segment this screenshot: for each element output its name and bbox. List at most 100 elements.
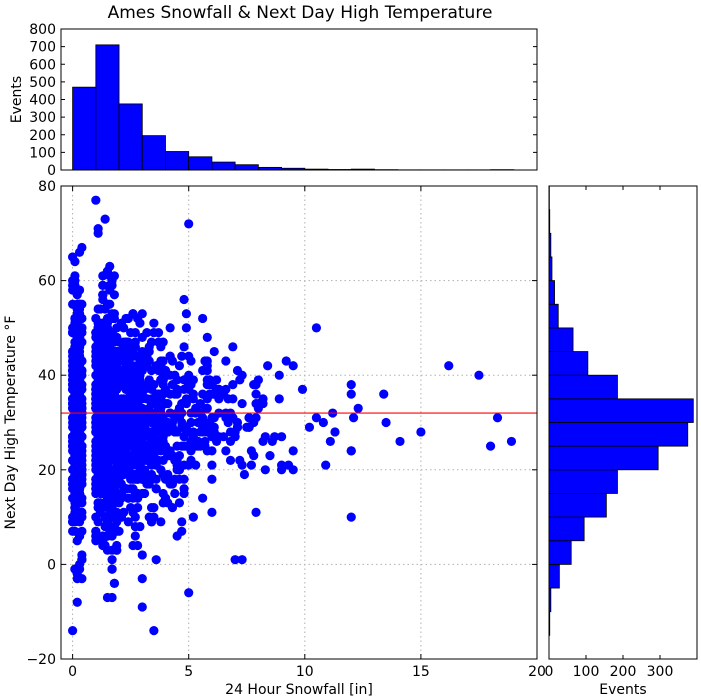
scatter-point [237, 460, 247, 470]
scatter-point [276, 432, 287, 442]
scatter-point [107, 592, 117, 603]
scatter-point [198, 365, 208, 376]
scatter-point [267, 436, 277, 447]
scatter-x-tick-label: 10 [296, 664, 314, 680]
scatter-point [353, 403, 363, 413]
scatter-point [100, 214, 110, 224]
scatter-point [160, 398, 171, 409]
scatter-point [228, 380, 238, 390]
scatter-point [128, 370, 138, 380]
scatter-point [179, 474, 189, 484]
top-histogram-bar [234, 164, 259, 171]
scatter-point [474, 370, 484, 380]
scatter-point [283, 460, 294, 470]
scatter-point [121, 484, 131, 494]
scatter-point [172, 375, 182, 385]
scatter-point [263, 361, 273, 371]
scatter-point [91, 195, 101, 205]
scatter-point [485, 441, 496, 451]
top-histogram-y-tick-label: 200 [29, 128, 56, 144]
scatter-point [311, 323, 322, 333]
top-histogram-y-tick-label: 700 [29, 40, 56, 56]
scatter-point [186, 356, 196, 366]
scatter-point [130, 474, 140, 484]
scatter-point [137, 550, 147, 560]
scatter-point [68, 526, 78, 536]
scatter-point [126, 455, 136, 465]
scatter-point [274, 370, 284, 380]
scatter-point [128, 540, 138, 551]
scatter-point [207, 507, 217, 517]
scatter-point [181, 323, 191, 333]
scatter-point [137, 356, 147, 366]
scatter-point [102, 299, 113, 309]
scatter-point [107, 488, 117, 499]
scatter-point [163, 427, 173, 437]
right-histogram-bar [548, 374, 618, 400]
right-histogram-bar [548, 351, 589, 376]
scatter-point [146, 446, 157, 456]
scatter-point [174, 465, 185, 475]
scatter-point [151, 417, 161, 428]
right-histogram-x-tick-label: 0 [545, 664, 554, 680]
scatter-point [179, 488, 189, 499]
scatter-point [119, 507, 129, 517]
scatter-point [93, 389, 103, 399]
scatter-point [230, 555, 240, 565]
scatter-point [167, 503, 178, 513]
scatter-point [100, 337, 110, 347]
scatter-point [311, 413, 322, 423]
scatter-point [172, 441, 182, 451]
scatter-point [93, 223, 103, 234]
scatter-point [74, 427, 85, 437]
right-histogram-bar [548, 564, 560, 589]
scatter-frame [60, 185, 538, 660]
scatter-point [193, 436, 203, 447]
scatter-points [68, 195, 517, 636]
top-histogram-bar [118, 103, 143, 171]
scatter-point [98, 280, 108, 290]
scatter-point [146, 460, 157, 470]
scatter-point [114, 441, 124, 451]
scatter-x-tick-label: 0 [68, 664, 77, 680]
scatter-point [288, 361, 298, 371]
scatter-point [149, 318, 159, 328]
scatter-point [381, 417, 391, 428]
scatter-point [235, 375, 245, 385]
scatter-point [151, 474, 161, 484]
scatter-point [186, 417, 196, 428]
scatter-point [186, 436, 196, 447]
scatter-point [207, 432, 217, 442]
right-histogram-frame [548, 185, 698, 660]
scatter-point [105, 271, 115, 281]
scatter-point [68, 361, 78, 371]
scatter-point [163, 417, 173, 428]
scatter-y-label: Next Day High Temperature °F [3, 316, 19, 530]
right-histogram-x-tick-label: 100 [573, 664, 600, 680]
scatter-point [68, 252, 78, 262]
scatter-point [72, 436, 82, 447]
scatter-point [346, 446, 356, 456]
right-histogram-bar [548, 493, 607, 518]
right-histogram-bar [548, 398, 694, 423]
scatter-point [228, 342, 238, 352]
scatter-point [188, 512, 198, 522]
scatter-point [137, 602, 147, 612]
scatter-point [114, 474, 124, 484]
scatter-point [325, 436, 335, 447]
right-histogram-bar [548, 422, 689, 447]
scatter-point [93, 465, 103, 475]
scatter-point [116, 460, 126, 470]
scatter-point [98, 290, 108, 300]
scatter-point [137, 365, 147, 376]
scatter-point [107, 564, 117, 574]
scatter-point [153, 436, 164, 447]
scatter-y-tick-label: 20 [38, 463, 56, 479]
scatter-point [109, 578, 120, 588]
scatter-point [207, 474, 217, 484]
scatter-point [237, 398, 247, 409]
scatter-point [72, 290, 82, 300]
scatter-point [91, 422, 101, 432]
scatter-point [102, 441, 113, 451]
scatter-point [181, 309, 191, 319]
